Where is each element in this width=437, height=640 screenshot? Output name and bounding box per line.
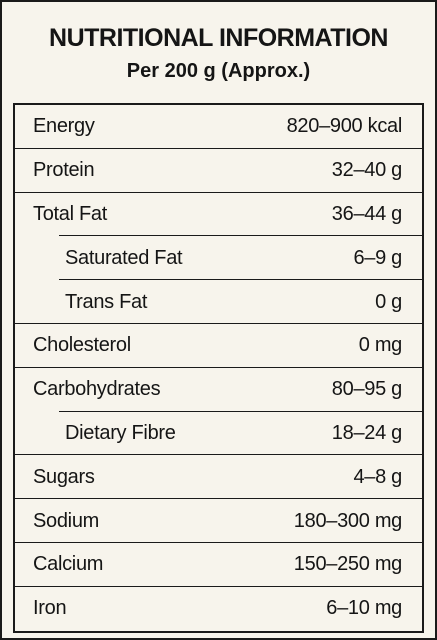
- amount: 18–24 g: [331, 421, 403, 444]
- nutrient: Dietary Fibre: [65, 421, 176, 444]
- row: Cholesterol 0 mg: [15, 324, 422, 368]
- nutrient: Cholesterol: [33, 334, 131, 357]
- amount: 4–8 g: [353, 465, 402, 488]
- amount: 6–9 g: [353, 246, 402, 269]
- row: Energy 820–900 kcal: [15, 105, 422, 149]
- subtitle: Per 200 g (Approx.): [126, 60, 311, 82]
- nutrient: Energy: [33, 115, 95, 138]
- nutrient: Sodium: [33, 509, 100, 532]
- amount: 180–300 mg: [293, 509, 403, 532]
- row: Sodium 180–300 mg: [15, 499, 422, 543]
- amount: 150–250 mg: [293, 553, 403, 576]
- amount: 6–10 mg: [326, 597, 402, 620]
- row: Saturated Fat 6–9 g: [15, 236, 422, 280]
- row: Carbohydrates 80–95 g: [15, 368, 422, 412]
- nutrient: Sugars: [33, 465, 95, 488]
- nutrient: Saturated Fat: [65, 246, 183, 269]
- title: NUTRITIONAL INFORMATION: [49, 24, 388, 52]
- amount: 36–44 g: [331, 202, 403, 225]
- row: Calcium 150–250 mg: [15, 543, 422, 587]
- amount: 32–40 g: [331, 159, 403, 182]
- row: Protein 32–40 g: [15, 149, 422, 193]
- row: Sugars 4–8 g: [15, 455, 422, 499]
- nutrient: Trans Fat: [65, 290, 148, 313]
- nutrient: Carbohydrates: [33, 378, 161, 401]
- nutrient: Iron: [33, 597, 67, 620]
- amount: 820–900 kcal: [286, 115, 403, 138]
- row: Trans Fat 0 g: [15, 280, 422, 324]
- row: Total Fat 36–44 g: [15, 193, 422, 237]
- nutrient: Calcium: [33, 553, 104, 576]
- row: Dietary Fibre 18–24 g: [15, 412, 422, 456]
- amount: 80–95 g: [331, 378, 403, 401]
- nutrient: Total Fat: [33, 202, 107, 225]
- nutrient: Protein: [33, 159, 95, 182]
- header: NUTRITIONAL INFORMATION Per 200 g (Appro…: [2, 2, 435, 103]
- nutrient-table: Energy 820–900 kcal Protein 32–40 g Total …: [13, 103, 424, 633]
- amount: 0 g: [375, 290, 402, 313]
- row: Iron 6–10 mg: [15, 587, 422, 631]
- amount: 0 mg: [358, 334, 403, 357]
